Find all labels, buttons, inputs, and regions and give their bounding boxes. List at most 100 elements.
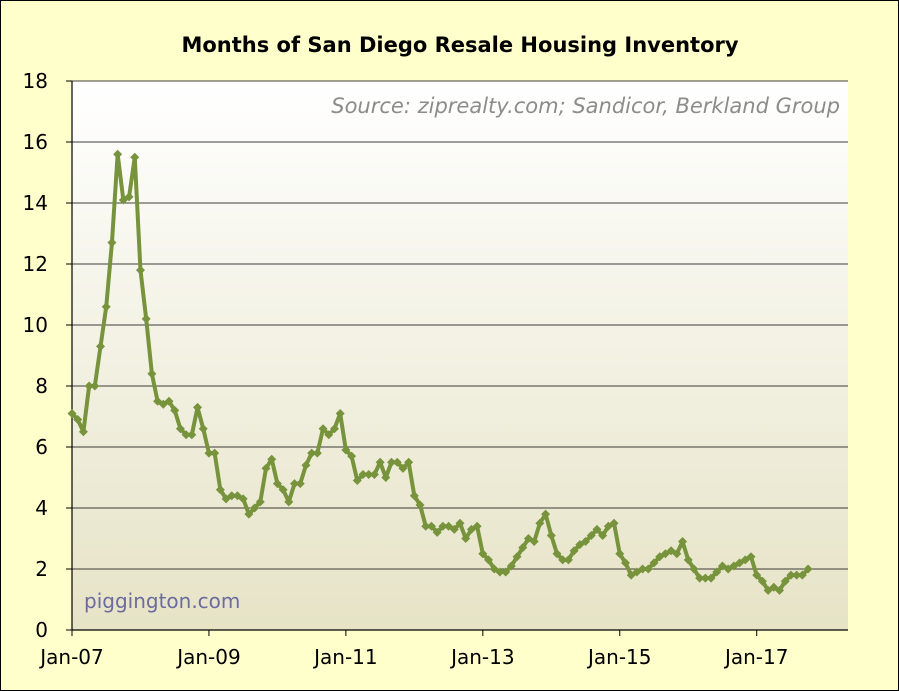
y-tick-label: 6	[35, 435, 48, 459]
data-point	[335, 408, 345, 418]
data-point	[73, 415, 83, 425]
data-point	[147, 369, 157, 379]
data-point	[392, 457, 402, 467]
data-point	[307, 448, 317, 458]
data-point	[598, 530, 608, 540]
data-point	[369, 469, 379, 479]
y-tick-label: 12	[23, 252, 48, 276]
data-point	[113, 149, 123, 159]
data-point	[387, 457, 397, 467]
data-point	[324, 430, 334, 440]
y-tick-label: 2	[35, 557, 48, 581]
data-point	[615, 549, 625, 559]
x-tick-label: Jan-09	[175, 645, 241, 669]
data-point	[210, 448, 220, 458]
data-point	[78, 427, 88, 437]
data-point	[455, 518, 465, 528]
data-point	[592, 524, 602, 534]
data-point	[695, 573, 705, 583]
data-point	[706, 573, 716, 583]
data-point	[409, 491, 419, 501]
data-point	[375, 457, 385, 467]
data-point	[746, 552, 756, 562]
data-point	[261, 463, 271, 473]
data-point	[398, 463, 408, 473]
x-axis-ticks: Jan-07 Jan-09 Jan-11 Jan-13 Jan-15 Jan-17	[38, 630, 788, 669]
data-point	[124, 192, 134, 202]
data-point	[170, 405, 180, 415]
y-tick-label: 18	[23, 69, 48, 93]
data-point	[347, 451, 357, 461]
data-point	[638, 564, 648, 574]
data-point	[175, 424, 185, 434]
data-point	[290, 479, 300, 489]
data-point	[204, 448, 214, 458]
y-tick-label: 4	[35, 496, 48, 520]
data-point	[569, 546, 579, 556]
data-point	[198, 424, 208, 434]
data-point	[609, 518, 619, 528]
x-tick-label: Jan-15	[586, 645, 652, 669]
credit-label: piggington.com	[84, 589, 240, 613]
y-axis-ticks: 0 2 4 6 8 10 12 14 16 18	[23, 69, 72, 642]
data-point	[255, 497, 265, 507]
data-point	[529, 537, 539, 547]
data-point	[581, 537, 591, 547]
data-point	[130, 152, 140, 162]
data-point	[672, 549, 682, 559]
data-point	[438, 521, 448, 531]
x-tick-label: Jan-13	[449, 645, 515, 669]
data-point	[775, 585, 785, 595]
data-point	[96, 341, 106, 351]
data-point	[272, 479, 282, 489]
y-tick-label: 0	[35, 618, 48, 642]
data-point	[472, 521, 482, 531]
data-point	[404, 457, 414, 467]
data-point	[284, 497, 294, 507]
chart-title: Months of San Diego Resale Housing Inven…	[181, 33, 738, 57]
data-point	[295, 479, 305, 489]
data-point	[135, 265, 145, 275]
data-point	[250, 503, 260, 513]
data-point	[518, 543, 528, 553]
data-point	[512, 552, 522, 562]
data-point	[215, 485, 225, 495]
data-point	[238, 494, 248, 504]
data-point	[797, 570, 807, 580]
data-point	[318, 424, 328, 434]
data-point	[803, 564, 813, 574]
data-point	[267, 454, 277, 464]
data-point	[786, 570, 796, 580]
data-point	[683, 555, 693, 565]
data-point	[244, 509, 254, 519]
data-point	[546, 530, 556, 540]
data-point	[381, 473, 391, 482]
data-point	[501, 567, 511, 577]
x-tick-label: Jan-17	[723, 645, 789, 669]
data-point	[586, 530, 596, 540]
data-point	[364, 469, 374, 479]
data-point	[712, 567, 722, 577]
data-point	[449, 524, 459, 534]
data-point	[535, 518, 545, 528]
data-point	[506, 561, 516, 571]
data-point	[84, 381, 94, 391]
y-tick-label: 8	[35, 374, 48, 398]
x-tick-label: Jan-11	[312, 645, 378, 669]
plot-area	[72, 81, 848, 630]
data-point	[312, 448, 322, 458]
data-point	[495, 567, 505, 577]
data-point	[358, 469, 368, 479]
data-point	[101, 302, 111, 312]
data-point	[792, 570, 802, 580]
data-point	[541, 509, 551, 519]
data-point	[426, 521, 436, 531]
data-point	[227, 491, 237, 501]
data-point	[141, 314, 151, 324]
data-point	[620, 558, 630, 568]
y-tick-label: 14	[23, 191, 48, 215]
data-point	[484, 555, 494, 565]
y-tick-label: 10	[23, 313, 48, 337]
data-point	[278, 485, 288, 495]
